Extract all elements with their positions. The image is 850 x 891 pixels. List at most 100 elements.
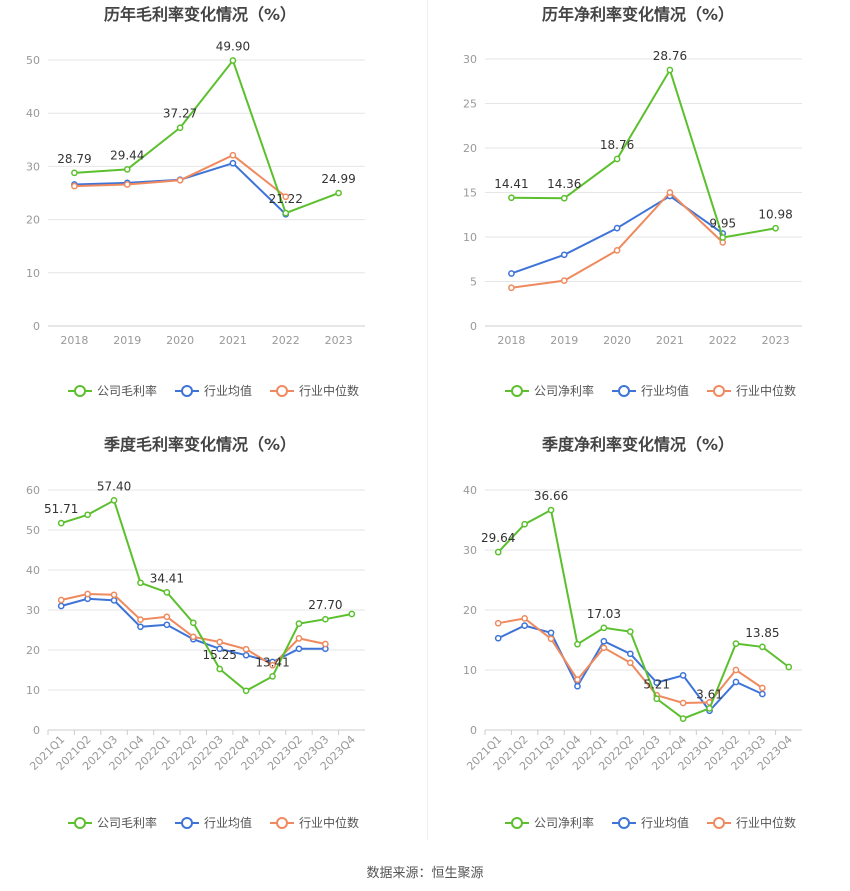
y-tick-label: 20: [26, 644, 40, 657]
data-label: 29.64: [481, 531, 515, 545]
data-point-industry_median: [508, 284, 515, 292]
data-point-company: [110, 497, 118, 504]
data-point-company: [229, 57, 237, 64]
y-tick-label: 30: [463, 53, 477, 66]
data-label: 49.90: [216, 40, 250, 54]
data-point-industry_avg: [679, 672, 687, 679]
data-point-company: [508, 194, 515, 202]
data-point-industry_median: [163, 613, 171, 621]
data-point-industry_median: [521, 615, 528, 622]
data-point-company: [574, 640, 581, 648]
data-point-company: [706, 704, 713, 712]
chart-2: 历年净利率变化情况（%） 0 5 10 15 20 25 30 2018 2019 2020 2021…: [463, 5, 802, 398]
y-tick-label: 0: [470, 320, 477, 333]
y-tick-label: 20: [463, 142, 477, 155]
legend-item-company: 公司毛利率: [68, 815, 157, 830]
legend-label: 公司毛利率: [97, 383, 157, 398]
data-point-company: [71, 169, 78, 177]
data-point-industry_median: [626, 659, 634, 667]
data-point-industry_median: [84, 590, 91, 598]
legend-marker: [713, 385, 725, 397]
data-point-industry_avg: [600, 637, 608, 645]
data-label: 21.22: [269, 192, 303, 206]
y-tick-label: 0: [33, 724, 40, 737]
legend-item-industry_median: 行业中位数: [270, 815, 359, 830]
data-label: 17.03: [587, 607, 621, 621]
data-point-industry_median: [547, 635, 555, 643]
data-point-industry_median: [613, 247, 621, 254]
x-tick-label: 2021: [656, 334, 684, 347]
y-tick-label: 40: [26, 564, 40, 577]
data-point-industry_avg: [216, 645, 224, 653]
data-point-industry_median: [295, 635, 303, 642]
series-line-company: [74, 58, 339, 215]
x-tick-label: 2018: [497, 334, 525, 347]
data-point-industry_median: [71, 182, 78, 190]
legend-marker: [618, 385, 630, 397]
data-point-company: [189, 619, 197, 627]
data-point-company: [772, 224, 779, 232]
data-point-industry_median: [269, 661, 276, 669]
legend-label: 行业中位数: [736, 383, 796, 398]
data-point-industry_median: [600, 644, 608, 652]
data-point-industry_median: [322, 640, 329, 648]
data-label: 14.41: [494, 177, 528, 191]
data-point-company: [560, 194, 568, 202]
chart-title: 历年净利率变化情况（%）: [542, 5, 734, 24]
data-point-industry_median: [560, 277, 568, 284]
legend-label: 行业中位数: [736, 815, 796, 830]
data-point-company: [666, 66, 674, 74]
data-point-company: [547, 506, 555, 514]
data-point-company: [759, 643, 766, 651]
chart-title: 历年毛利率变化情况（%）: [104, 5, 296, 24]
data-point-industry_median: [176, 176, 184, 184]
data-point-industry_avg: [560, 251, 568, 259]
data-label: 34.41: [150, 571, 184, 585]
data-point-company: [295, 620, 303, 627]
legend-item-industry_avg: 行业均值: [612, 815, 689, 830]
data-label: 3.61: [696, 687, 723, 701]
y-tick-label: 50: [26, 524, 40, 537]
data-point-company: [282, 209, 290, 217]
legend-label: 行业均值: [204, 815, 252, 830]
series-line-company: [60, 498, 352, 693]
x-tick-label: 2018: [60, 334, 88, 347]
data-point-company: [613, 155, 621, 163]
data-point-company: [732, 640, 740, 647]
legend-marker: [618, 817, 630, 829]
x-tick-label: 2022: [709, 334, 737, 347]
data-point-industry_avg: [574, 682, 581, 690]
legend-label: 公司毛利率: [97, 815, 157, 830]
data-point-company: [679, 715, 687, 722]
legend-marker: [276, 385, 288, 397]
legend-marker: [511, 817, 523, 829]
data-label: 37.27: [163, 107, 197, 121]
y-tick-label: 10: [463, 231, 477, 244]
data-point-company: [322, 615, 329, 623]
data-source: 数据来源：恒生聚源: [366, 866, 484, 881]
chart-4: 季度净利率变化情况（%）0102030402021Q12021Q22021Q32…: [463, 435, 802, 830]
series-line-industry_median: [74, 154, 287, 198]
data-label: 36.66: [534, 489, 568, 503]
data-point-industry_avg: [242, 651, 250, 659]
data-point-company: [653, 695, 661, 703]
chart-title: 季度净利率变化情况（%）: [541, 435, 734, 454]
data-point-industry_avg: [626, 650, 634, 658]
panel-divider: [427, 0, 428, 840]
data-point-company: [335, 189, 342, 197]
data-point-industry_median: [242, 645, 250, 653]
y-tick-label: 30: [26, 160, 40, 173]
y-tick-label: 10: [26, 684, 40, 697]
data-point-industry_median: [137, 616, 144, 623]
data-point-industry_avg: [547, 629, 555, 637]
y-tick-label: 30: [26, 604, 40, 617]
legend-marker: [74, 385, 86, 397]
chart-3: 季度毛利率变化情况（%）01020304050602021Q12021Q2202…: [26, 435, 365, 830]
y-tick-label: 0: [470, 724, 477, 737]
data-point-industry_avg: [521, 622, 528, 629]
data-point-company: [600, 624, 608, 632]
data-point-industry_median: [110, 591, 118, 599]
data-point-company: [57, 519, 65, 527]
y-tick-label: 40: [26, 107, 40, 120]
